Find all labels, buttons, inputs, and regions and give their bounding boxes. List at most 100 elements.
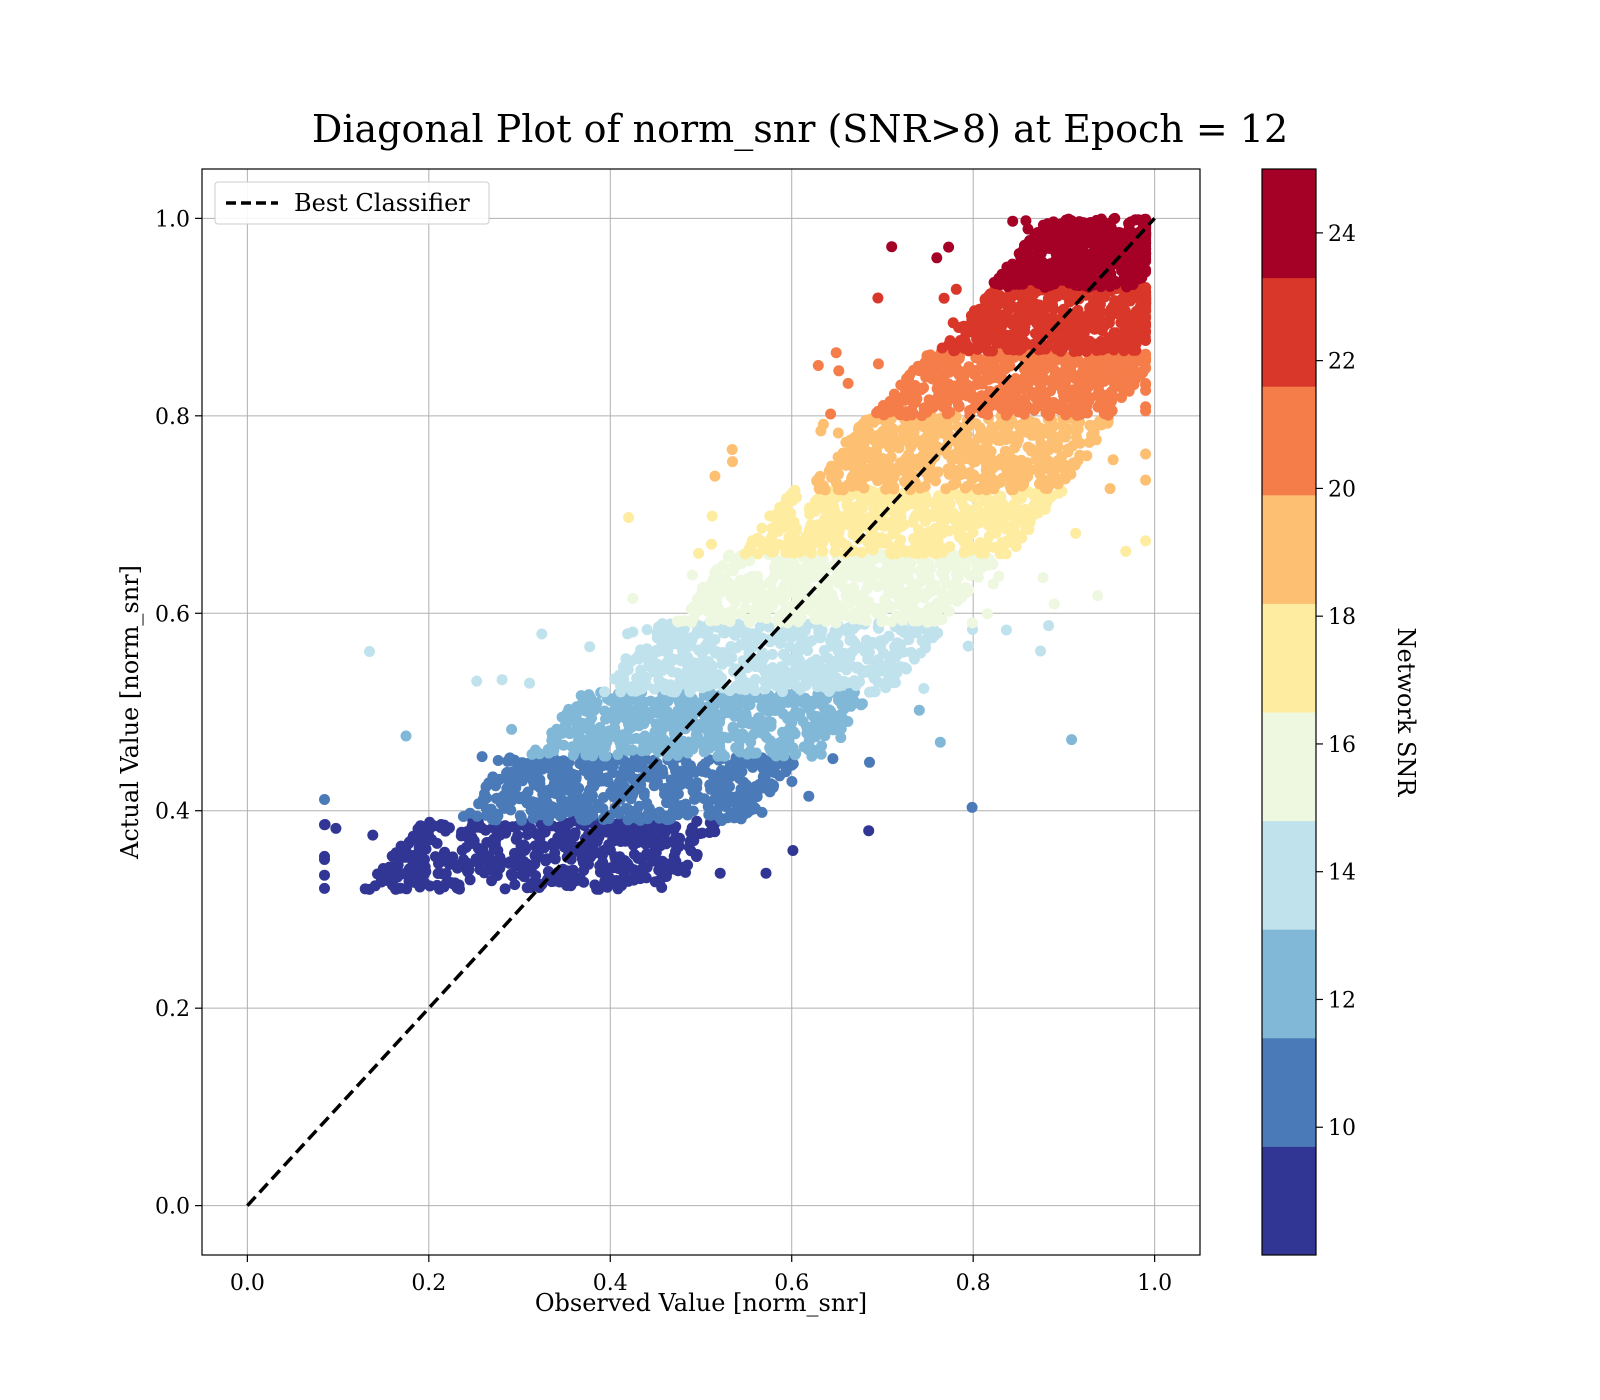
scatter-point — [627, 593, 639, 604]
scatter-point — [364, 646, 375, 657]
scatter-point — [763, 621, 775, 633]
scatter-point — [1064, 329, 1076, 341]
scatter-point — [567, 864, 579, 876]
scatter-point — [913, 704, 925, 716]
scatter-point — [826, 460, 837, 472]
scatter-point — [809, 559, 821, 571]
scatter-point — [811, 681, 823, 693]
scatter-point — [549, 853, 561, 865]
scatter-point — [1035, 645, 1046, 657]
scatter-point — [451, 862, 463, 874]
scatter-point — [749, 758, 761, 769]
scatter-point — [740, 716, 752, 728]
scatter-point — [750, 803, 761, 815]
scatter-point — [1037, 456, 1049, 468]
scatter-point — [499, 883, 511, 895]
scatter-point — [844, 652, 856, 664]
scatter-point — [417, 854, 429, 866]
scatter-point — [966, 801, 978, 813]
scatter-point — [529, 858, 541, 870]
scatter-point — [665, 789, 677, 801]
scatter-point — [959, 561, 971, 573]
scatter-point — [980, 484, 992, 496]
scatter-point — [907, 407, 919, 418]
scatter-point — [867, 470, 878, 481]
scatter-point — [1028, 404, 1040, 416]
scatter-point — [832, 451, 844, 463]
scatter-point — [497, 827, 509, 839]
scatter-point — [505, 804, 517, 816]
scatter-point — [661, 656, 673, 668]
scatter-point — [786, 631, 798, 643]
scatter-point — [980, 459, 992, 471]
scatter-point — [670, 839, 682, 851]
scatter-point — [643, 660, 655, 672]
scatter-point — [741, 802, 753, 814]
scatter-point — [908, 533, 920, 545]
scatter-point — [810, 593, 822, 605]
scatter-point — [936, 558, 948, 570]
scatter-point — [1069, 459, 1081, 471]
scatter-point — [1107, 338, 1119, 350]
scatter-point — [495, 855, 507, 867]
scatter-point — [548, 745, 560, 757]
scatter-point — [878, 678, 890, 690]
scatter-point — [641, 797, 653, 809]
scatter-point — [319, 819, 330, 831]
scatter-point — [813, 623, 825, 634]
scatter-point — [515, 811, 527, 823]
scatter-point — [698, 585, 710, 597]
scatter-point — [815, 425, 827, 437]
scatter-point — [851, 561, 863, 573]
scatter-point — [538, 840, 549, 852]
scatter-point — [760, 731, 772, 742]
scatter-point — [406, 874, 418, 886]
scatter-point — [565, 880, 577, 892]
scatter-point — [673, 696, 685, 708]
scatter-point — [659, 684, 671, 696]
scatter-point — [424, 880, 436, 892]
scatter-point — [714, 716, 726, 728]
scatter-point — [703, 735, 715, 747]
scatter-point — [962, 586, 973, 598]
scatter-point — [805, 604, 817, 616]
scatter-point — [603, 839, 615, 851]
scatter-point — [835, 732, 847, 744]
scatter-point — [635, 644, 646, 656]
scatter-point — [583, 802, 595, 814]
scatter-point — [919, 538, 931, 550]
scatter-point — [406, 852, 418, 864]
scatter-point — [600, 773, 612, 784]
scatter-point — [1035, 446, 1047, 458]
scatter-point — [940, 483, 952, 495]
scatter-point — [1071, 431, 1082, 443]
scatter-point — [834, 653, 846, 665]
scatter-point — [507, 869, 519, 881]
scatter-point — [934, 736, 946, 748]
scatter-point — [787, 845, 799, 856]
scatter-point — [764, 742, 776, 754]
scatter-point — [918, 421, 930, 433]
scatter-point — [1023, 524, 1035, 535]
scatter-point — [940, 364, 952, 376]
scatter-point — [852, 431, 864, 443]
scatter-point — [440, 868, 452, 879]
scatter-point — [639, 754, 651, 766]
scatter-point — [969, 305, 980, 317]
scatter-point — [1015, 465, 1026, 477]
scatter-point — [981, 558, 993, 569]
scatter-point — [490, 780, 502, 792]
scatter-point — [674, 626, 686, 638]
scatter-point — [706, 510, 718, 522]
scatter-point — [903, 546, 915, 557]
scatter-point — [1002, 304, 1014, 316]
scatter-point — [1119, 334, 1131, 346]
scatter-point — [825, 408, 837, 420]
scatter-point — [787, 758, 799, 770]
scatter-point — [1000, 624, 1012, 636]
scatter-point — [540, 855, 552, 867]
scatter-point — [992, 333, 1004, 345]
scatter-point — [985, 513, 997, 525]
scatter-point — [717, 584, 729, 596]
scatter-point — [966, 392, 978, 404]
